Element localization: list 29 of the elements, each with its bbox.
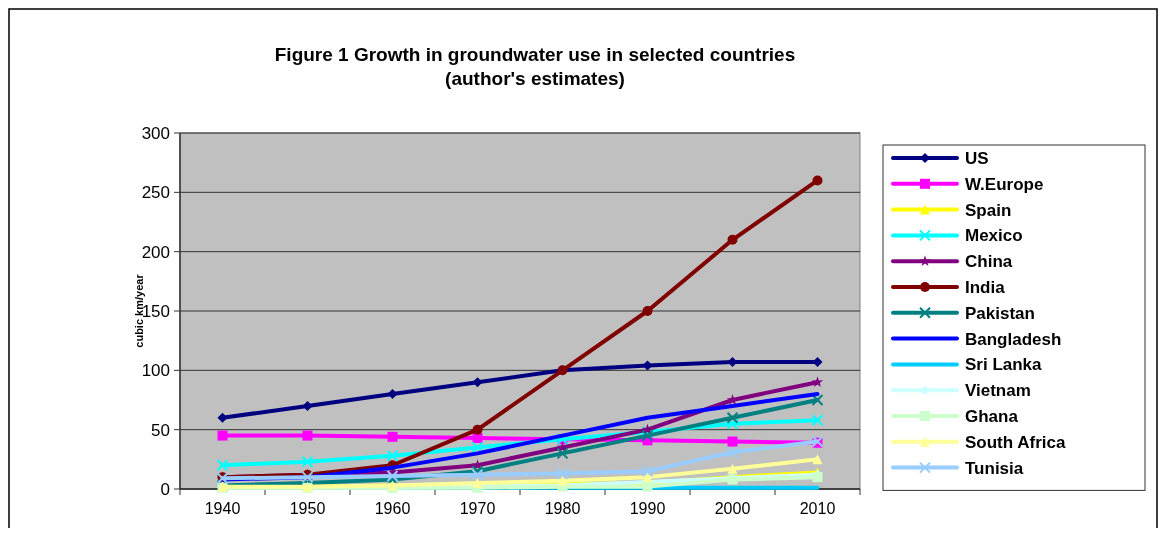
- y-tick-label: 250: [141, 183, 170, 203]
- legend-label: Ghana: [965, 407, 1019, 426]
- x-tick-label: 1940: [204, 500, 241, 517]
- chart-title: Figure 1 Growth in groundwater use in selected countries (author's estimates): [274, 44, 796, 89]
- y-axis-title: cubic km/year: [133, 273, 145, 348]
- x-tick-label: 1960: [374, 500, 411, 517]
- legend-label: W.Europe: [965, 174, 1044, 194]
- legend-label: Spain: [965, 200, 1012, 220]
- legend-label: US: [965, 149, 989, 168]
- x-tick-label: 2000: [714, 500, 751, 517]
- legend-label: Sri Lanka: [965, 355, 1043, 375]
- x-tick-label: 1970: [459, 500, 496, 517]
- y-tick-label: 200: [141, 242, 170, 262]
- x-tick-label: 2010: [799, 500, 836, 517]
- x-tick-label: 1980: [544, 500, 581, 517]
- y-tick-label: 300: [141, 124, 170, 143]
- y-tick-label: 50: [151, 420, 170, 440]
- legend-label: India: [965, 278, 1006, 297]
- x-tick-label: 1990: [629, 500, 666, 517]
- y-tick-label: 100: [141, 361, 170, 381]
- y-tick-label: 0: [160, 480, 170, 499]
- x-tick-label: 1950: [289, 500, 326, 517]
- legend-label: Vietnam: [965, 381, 1031, 401]
- legend-label: Tunisia: [965, 458, 1024, 478]
- legend-label: Pakistan: [965, 303, 1035, 323]
- legend-label: South Africa: [965, 432, 1066, 452]
- legend-label: Bangladesh: [965, 329, 1062, 349]
- legend-label: Mexico: [965, 226, 1023, 246]
- legend-label: China: [965, 252, 1013, 272]
